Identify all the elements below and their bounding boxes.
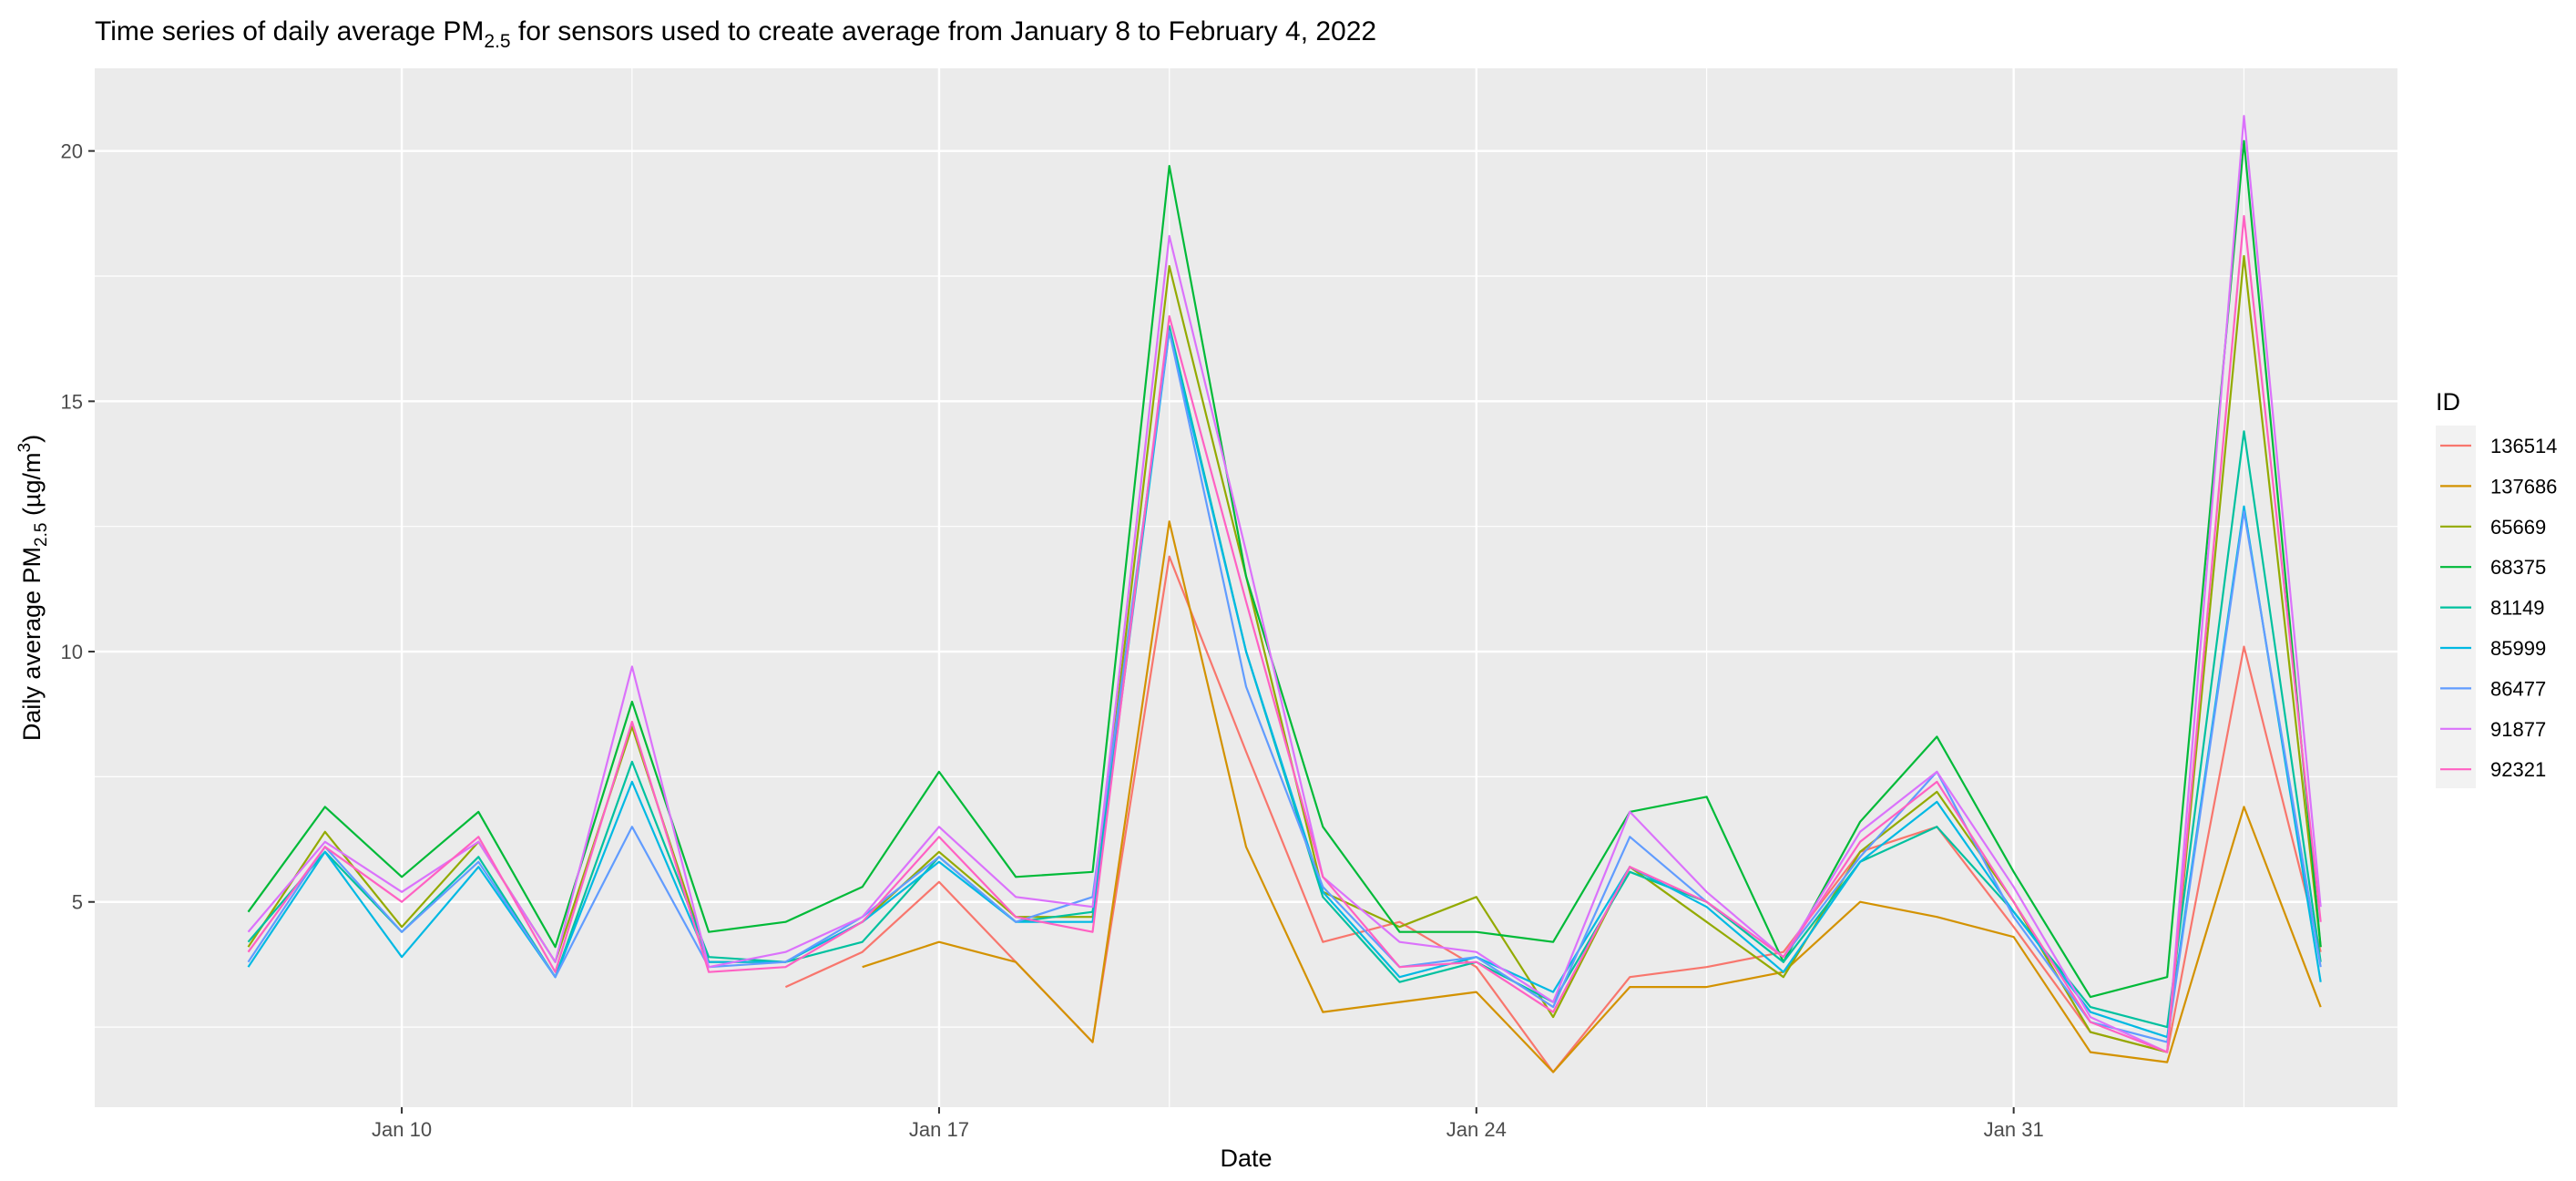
series-line-86477 <box>247 330 2322 1043</box>
chart-title-main: Time series of daily average PM <box>95 16 484 46</box>
y-tick-label: 15 <box>61 390 83 413</box>
series-line-137686 <box>862 520 2322 1073</box>
x-axis-label: Date <box>1220 1145 1272 1172</box>
series-line-91877 <box>247 115 2322 1053</box>
axes: 5 10 15 20 Jan 10 Jan 17 Jan 24 Jan 31 <box>61 140 2044 1141</box>
x-tick-label: Jan 17 <box>909 1118 969 1141</box>
legend-label-92321: 92321 <box>2490 758 2546 781</box>
series-lines <box>247 115 2322 1073</box>
y-tick-label: 10 <box>61 641 83 663</box>
legend-label-136514: 136514 <box>2490 435 2557 457</box>
y-tick-label: 5 <box>72 891 83 914</box>
series-line-92321 <box>247 215 2322 1053</box>
x-tick-label: Jan 31 <box>1984 1118 2044 1141</box>
y-axis-label-subscript: 2.5 <box>32 523 51 547</box>
legend-label-86477: 86477 <box>2490 677 2546 700</box>
chart-title-rest: for sensors used to create average from … <box>511 16 1377 46</box>
y-axis-label-unit: (µg/m <box>18 453 46 523</box>
y-tick-label: 20 <box>61 140 83 163</box>
y-axis-label-main: Daily average PM <box>18 547 46 741</box>
chart-title-subscript: 2.5 <box>484 31 510 52</box>
y-axis-label-close: ) <box>18 435 46 443</box>
legend-label-65669: 65669 <box>2490 516 2546 539</box>
legend-label-68375: 68375 <box>2490 556 2546 579</box>
x-tick-label: Jan 24 <box>1446 1118 1507 1141</box>
x-tick-label: Jan 10 <box>372 1118 432 1141</box>
legend-title: ID <box>2436 388 2460 416</box>
y-axis-label-superscript: 3 <box>15 443 35 453</box>
legend-label-137686: 137686 <box>2490 475 2557 498</box>
legend: ID 136514 137686 65669 68375 81149 85999 86477… <box>2436 388 2557 788</box>
y-axis-label: Daily average PM2.5 (µg/m3) <box>15 435 51 741</box>
legend-label-85999: 85999 <box>2490 637 2546 660</box>
legend-label-91877: 91877 <box>2490 718 2546 741</box>
series-line-68375 <box>247 139 2322 999</box>
legend-label-81149: 81149 <box>2490 597 2545 620</box>
chart-title: Time series of daily average PM2.5 for s… <box>95 16 1376 52</box>
series-line-85999 <box>247 330 2322 1039</box>
